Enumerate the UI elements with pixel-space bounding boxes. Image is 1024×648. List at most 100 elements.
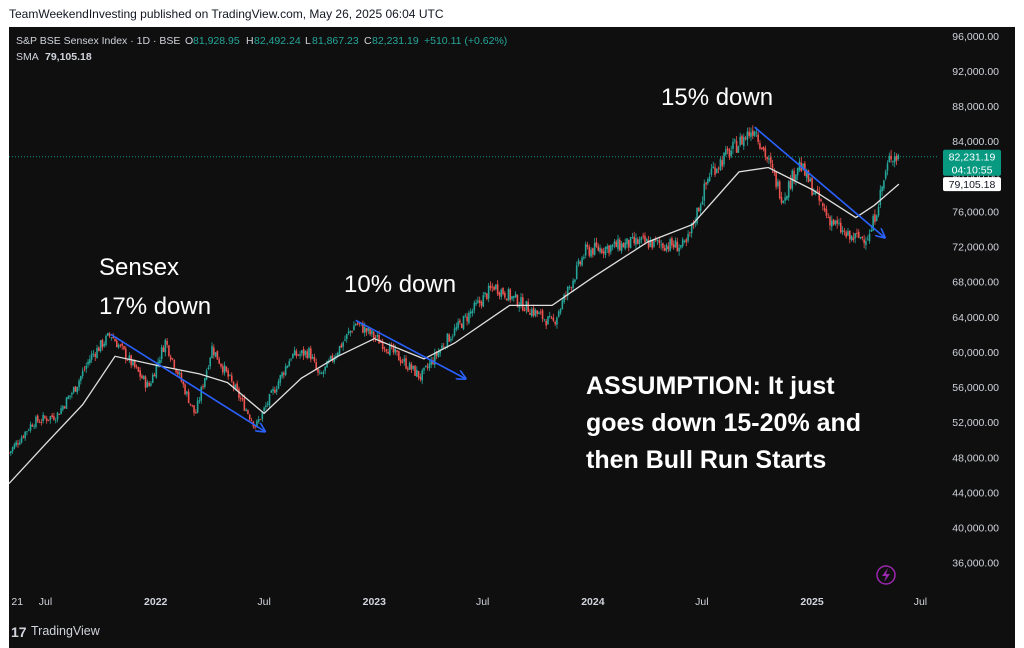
legend-symbol[interactable]: S&P BSE Sensex Index · 1D · BSE	[16, 35, 180, 47]
candle	[80, 376, 82, 385]
candle	[129, 352, 131, 363]
candle	[35, 415, 37, 429]
candle	[553, 314, 555, 322]
candle	[332, 353, 334, 362]
candle	[630, 237, 632, 249]
tradingview-brand[interactable]: TradingView	[31, 624, 100, 638]
y-tick-label: 72,000.00	[952, 242, 999, 254]
y-axis[interactable]: 96,000.0092,000.0088,000.0084,000.0080,0…	[952, 31, 999, 570]
candle	[473, 300, 475, 313]
candle	[709, 173, 711, 182]
candle	[754, 131, 756, 137]
candle	[673, 240, 675, 249]
candle	[224, 362, 226, 376]
candle	[71, 392, 73, 399]
candle	[272, 386, 274, 394]
candle	[400, 356, 402, 365]
candle	[831, 215, 833, 231]
candle	[684, 240, 686, 244]
chart-svg[interactable]: 96,000.0092,000.0088,000.0084,000.0080,0…	[9, 27, 1015, 617]
candle	[121, 342, 123, 350]
candle	[247, 409, 249, 414]
candle	[26, 431, 28, 435]
candle	[499, 291, 501, 299]
candle	[39, 419, 41, 423]
candle	[233, 381, 235, 391]
candle	[490, 281, 492, 290]
candle	[515, 291, 517, 298]
candle	[574, 279, 576, 284]
x-tick-label: 2025	[800, 596, 824, 608]
tradingview-logo-icon[interactable]: 17	[11, 624, 27, 640]
candle	[827, 213, 829, 218]
candle	[267, 401, 269, 407]
candle	[707, 177, 709, 185]
candle	[59, 414, 61, 415]
x-axis[interactable]: 21 Jul 2022 Jul 2023 Jul 2024 Jul 2025 Jul	[11, 596, 927, 608]
candle	[396, 350, 398, 356]
candle	[206, 368, 208, 380]
candle	[621, 241, 623, 254]
candle	[786, 195, 788, 200]
candle	[545, 319, 547, 329]
candle	[847, 228, 849, 236]
candle	[94, 352, 96, 361]
candle	[583, 254, 585, 260]
candle	[438, 348, 440, 358]
legend-sma-label[interactable]: SMA	[16, 51, 39, 63]
candle	[459, 318, 461, 324]
candle	[761, 147, 763, 149]
candle	[269, 394, 271, 408]
candle	[21, 435, 23, 443]
published-caption: TeamWeekendInvesting published on Tradin…	[9, 7, 443, 21]
candle	[366, 328, 368, 336]
candle	[48, 420, 50, 422]
candle	[628, 240, 630, 252]
lightning-icon[interactable]	[877, 566, 895, 584]
candle	[581, 256, 583, 267]
chart-panel[interactable]: 96,000.0092,000.0088,000.0084,000.0080,0…	[9, 27, 1015, 617]
candle	[323, 370, 325, 377]
legend-c-value: 82,231.19	[372, 35, 419, 47]
candle	[506, 298, 508, 300]
candle	[407, 366, 409, 372]
candle	[569, 285, 571, 290]
candle	[46, 416, 48, 424]
candle	[179, 371, 181, 377]
candle	[874, 209, 876, 224]
candle	[312, 354, 314, 359]
candle	[136, 364, 138, 369]
last-price-badge: 82,231.19 04:10:55	[943, 150, 1001, 177]
candle	[743, 134, 745, 150]
candle	[535, 308, 537, 317]
candle	[321, 371, 323, 374]
candle	[466, 313, 468, 325]
candle	[520, 293, 522, 308]
candle	[67, 395, 69, 399]
candle	[384, 346, 386, 352]
candle	[150, 381, 152, 387]
candle	[402, 359, 404, 364]
legend-h-label: H	[246, 35, 254, 47]
candle	[98, 346, 100, 351]
candle	[279, 375, 281, 386]
candle	[465, 313, 467, 318]
candle	[840, 218, 842, 234]
candle	[403, 355, 405, 366]
candle	[141, 374, 143, 379]
x-tick-label: 2022	[144, 596, 168, 608]
candle	[324, 366, 326, 374]
candle	[172, 358, 174, 360]
candle	[211, 342, 213, 358]
candle	[854, 233, 856, 243]
candle	[317, 369, 319, 376]
candle	[508, 287, 510, 301]
candle	[880, 185, 882, 208]
candle	[838, 219, 840, 226]
candle	[641, 236, 643, 243]
candle	[542, 309, 544, 322]
candle	[278, 379, 280, 389]
candle	[470, 308, 472, 317]
candle	[217, 351, 219, 360]
candle	[486, 293, 488, 301]
